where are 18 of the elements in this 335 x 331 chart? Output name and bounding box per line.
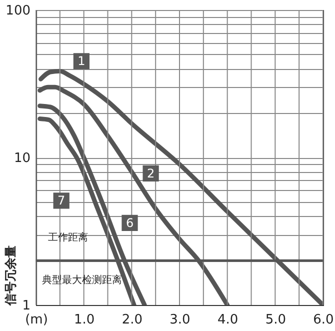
x-tick-label: 1.0 [74,312,95,328]
x-tick-label: 4.0 [217,312,238,328]
annotation: 6 [126,216,134,230]
annotation: 典型最大检测距离 [42,274,122,286]
y-tick-label: 100 [6,4,30,18]
y-axis-title: 信号冗余量 [4,246,18,306]
annotation: 7 [58,194,66,208]
annotation: 1 [78,54,86,68]
ref-line-label: 工作距离 [48,232,88,244]
x-tick-label: 6.0 [313,312,334,328]
x-tick-label: 5.0 [265,312,286,328]
y-tick-label: 10 [14,151,30,166]
x-tick-label: 2.0 [122,312,143,328]
line-series [38,68,323,305]
annotation: 2 [146,166,155,180]
x-tick-label: (m) [25,312,48,328]
y-tick-label: 1 [22,298,30,314]
x-tick-label: 3.0 [170,312,190,328]
